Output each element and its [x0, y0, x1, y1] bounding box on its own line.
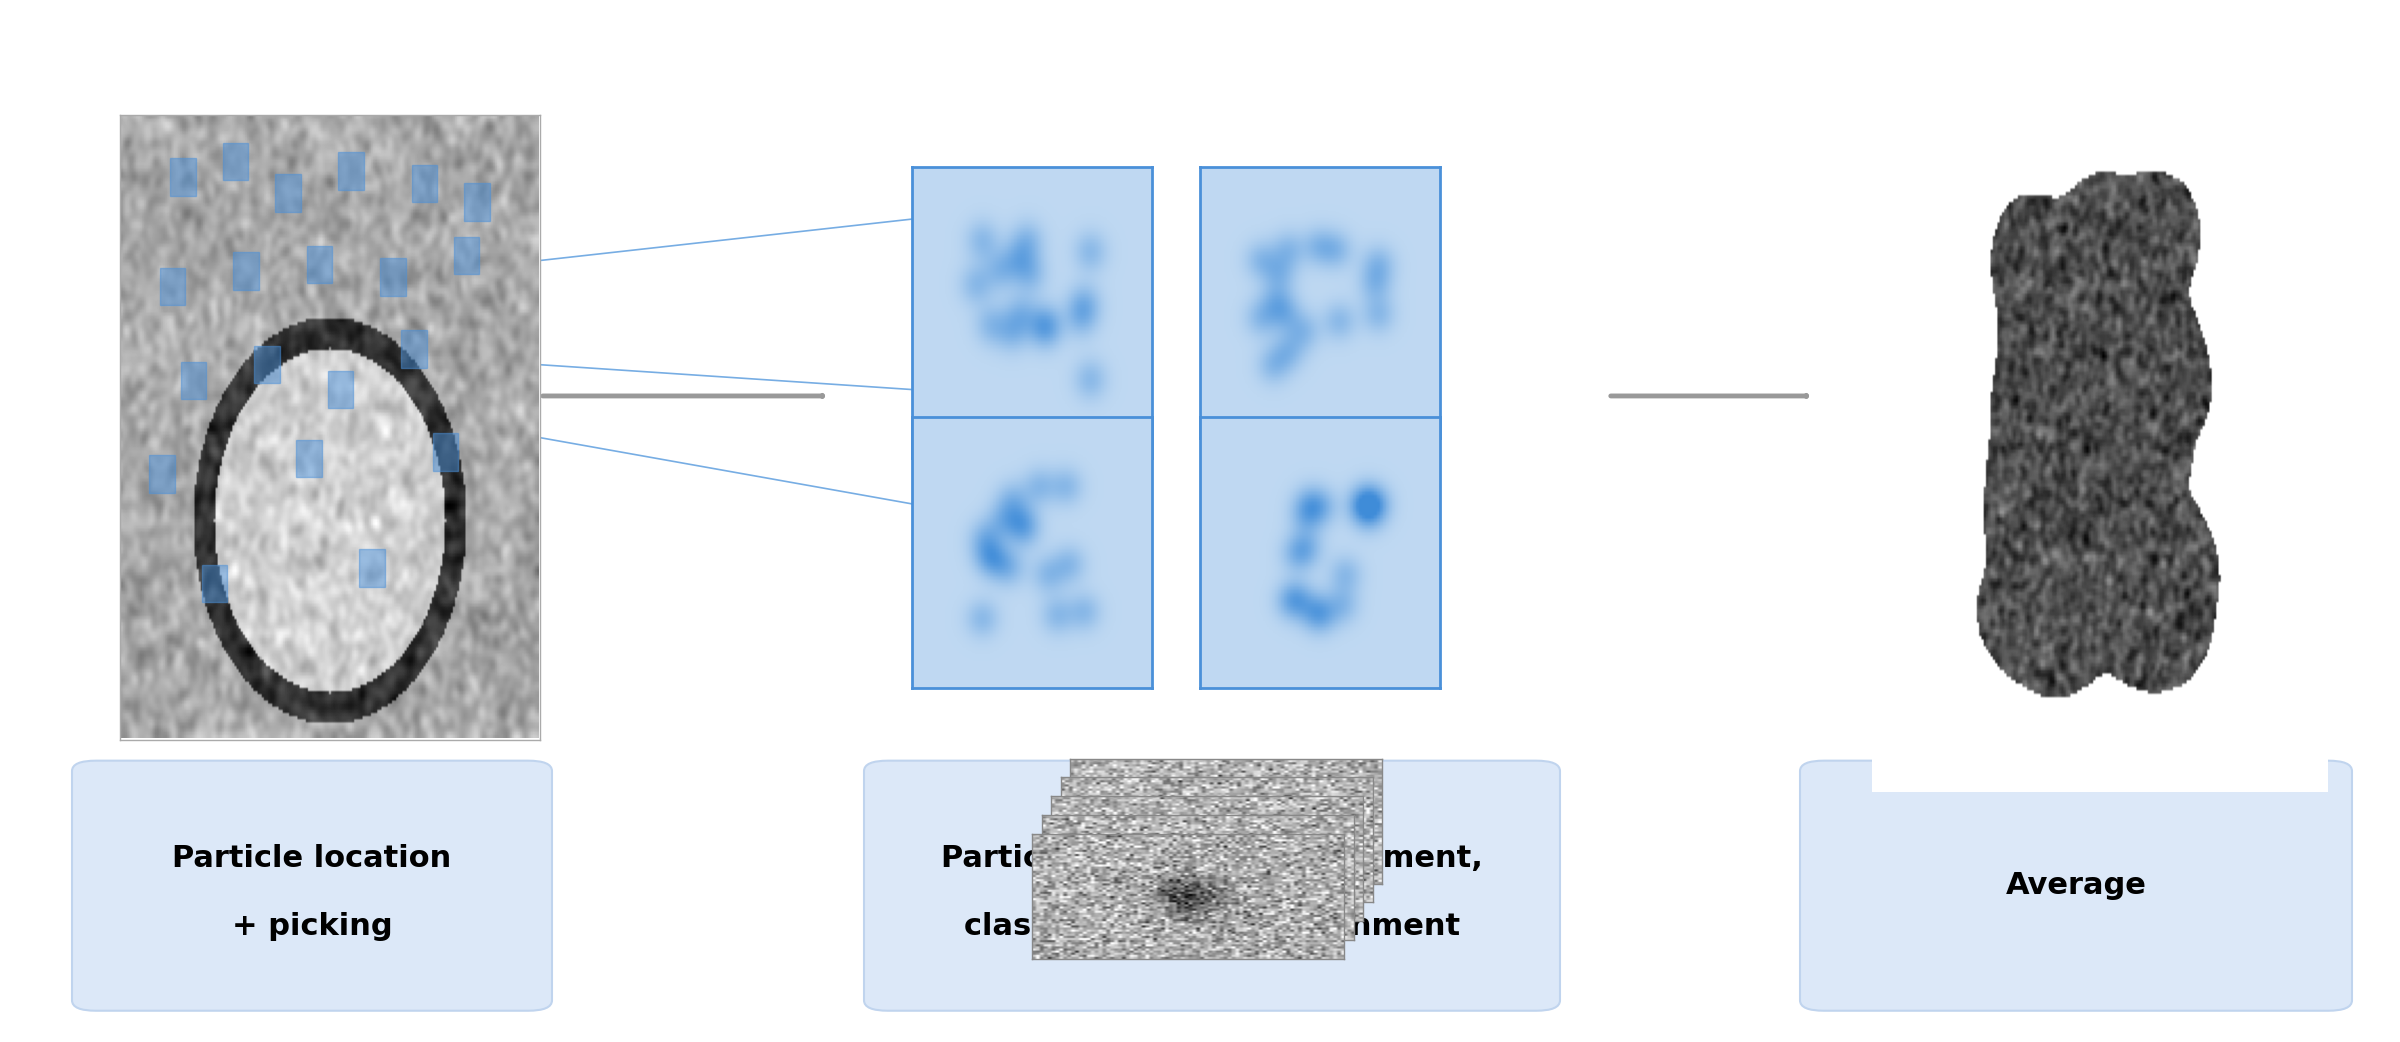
Bar [180, 362, 206, 399]
Bar [307, 246, 331, 283]
Bar [432, 433, 458, 471]
Bar [298, 440, 322, 477]
Bar [161, 268, 185, 305]
Bar [276, 174, 300, 212]
Text: Particle extraction, refinement,: Particle extraction, refinement, [941, 844, 1483, 873]
Text: classification, and alignment: classification, and alignment [965, 913, 1459, 942]
Bar [338, 152, 365, 190]
Bar [202, 565, 228, 602]
Bar [413, 165, 437, 202]
FancyBboxPatch shape [1800, 761, 2352, 1011]
Bar [454, 237, 480, 274]
Text: + picking: + picking [233, 913, 391, 942]
Bar [149, 455, 175, 493]
Bar [401, 330, 427, 368]
Bar [233, 252, 259, 290]
Bar [329, 371, 353, 408]
FancyBboxPatch shape [72, 761, 552, 1011]
Text: Average: Average [2006, 871, 2146, 900]
Text: Particle location: Particle location [173, 844, 451, 873]
FancyBboxPatch shape [864, 761, 1560, 1011]
Bar [382, 258, 406, 296]
Bar [254, 346, 281, 383]
Bar [170, 158, 197, 196]
Bar [360, 549, 384, 587]
Bar [466, 183, 490, 221]
Bar [223, 143, 247, 180]
